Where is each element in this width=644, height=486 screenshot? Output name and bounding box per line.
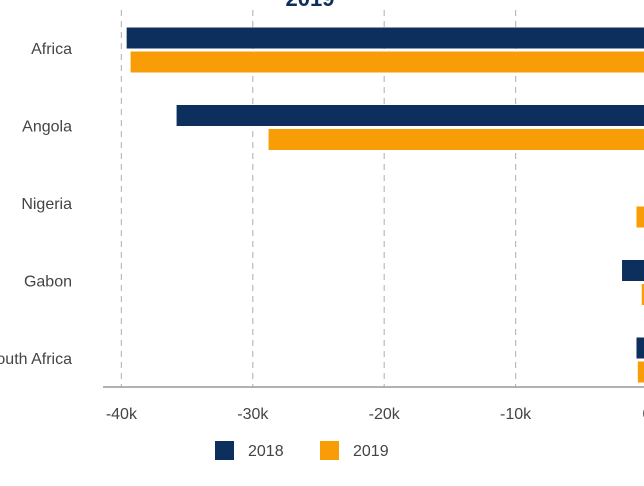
x-tick-label: -40k	[106, 406, 138, 423]
legend-label: 2018	[248, 443, 284, 460]
bar	[636, 206, 644, 228]
bar	[268, 129, 644, 150]
y-tick-label: Angola	[22, 119, 72, 136]
x-tick-label: -20k	[369, 406, 401, 423]
bar	[637, 361, 644, 383]
y-tick-label: Gabon	[24, 274, 72, 291]
legend-swatch	[215, 441, 234, 460]
legend-label: 2019	[353, 443, 389, 460]
bar	[130, 51, 644, 73]
bar	[126, 27, 644, 49]
y-tick-label: Nigeria	[21, 196, 72, 213]
x-tick-label: -30k	[237, 406, 269, 423]
bar	[622, 260, 644, 281]
y-tick-label: Africa	[31, 41, 72, 58]
chart-title: 2019	[286, 0, 335, 11]
bar	[641, 284, 644, 305]
x-tick-label: -10k	[500, 406, 532, 423]
bar	[176, 105, 644, 126]
bar	[636, 337, 644, 359]
legend-swatch	[320, 441, 339, 460]
x-tick-label: 0	[643, 406, 644, 423]
y-tick-label: South Africa	[0, 351, 72, 368]
